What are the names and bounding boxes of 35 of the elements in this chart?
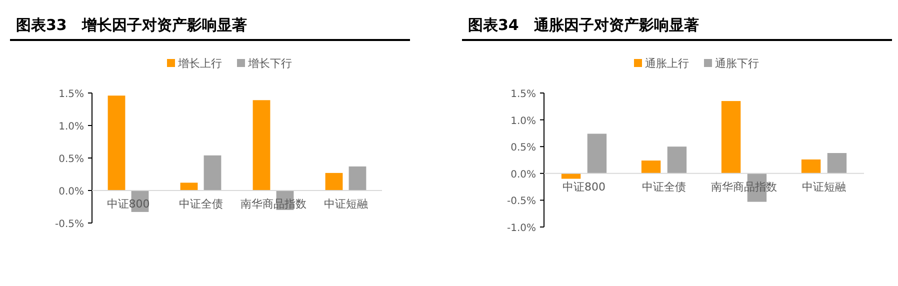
chart-title: 图表33 增长因子对资产影响显著 xyxy=(16,16,247,34)
y-tick-label: 1.0% xyxy=(510,116,536,127)
bar xyxy=(587,134,607,174)
bar xyxy=(667,146,687,174)
bar xyxy=(108,96,126,190)
x-tick-label: 中证全债 xyxy=(642,180,686,194)
x-tick-label: 中证全债 xyxy=(178,198,223,210)
bar xyxy=(180,182,198,190)
legend-label: 通胀下行 xyxy=(715,57,759,70)
bar xyxy=(641,160,661,174)
x-tick-label: 中证短融 xyxy=(324,198,368,210)
y-tick-label: -1.0% xyxy=(506,223,536,234)
legend-label: 增长下行 xyxy=(247,57,292,70)
y-tick-label: 0.5% xyxy=(58,154,84,165)
bar xyxy=(204,155,222,190)
bar xyxy=(721,101,741,174)
y-tick-label: 0.5% xyxy=(510,142,536,154)
y-tick-label: 1.0% xyxy=(58,122,84,132)
y-tick-label: 0.0% xyxy=(58,186,84,198)
x-tick-label: 中证800 xyxy=(562,180,606,194)
y-tick-label: -0.5% xyxy=(506,196,536,208)
bar xyxy=(827,153,847,174)
legend-label: 增长上行 xyxy=(177,57,222,70)
y-tick-label: -0.5% xyxy=(54,219,84,230)
x-tick-label: 中证短融 xyxy=(802,180,846,194)
bar xyxy=(348,166,366,190)
legend-label: 通胀上行 xyxy=(645,57,689,70)
chart-title: 图表34 通胀因子对资产影响显著 xyxy=(468,16,699,34)
bar xyxy=(801,159,821,174)
bar xyxy=(325,172,343,190)
y-tick-label: 0.0% xyxy=(510,169,536,180)
y-tick-label: 1.5% xyxy=(510,89,536,100)
y-tick-label: 1.5% xyxy=(58,89,84,100)
bar xyxy=(252,100,270,190)
bar xyxy=(561,173,581,179)
